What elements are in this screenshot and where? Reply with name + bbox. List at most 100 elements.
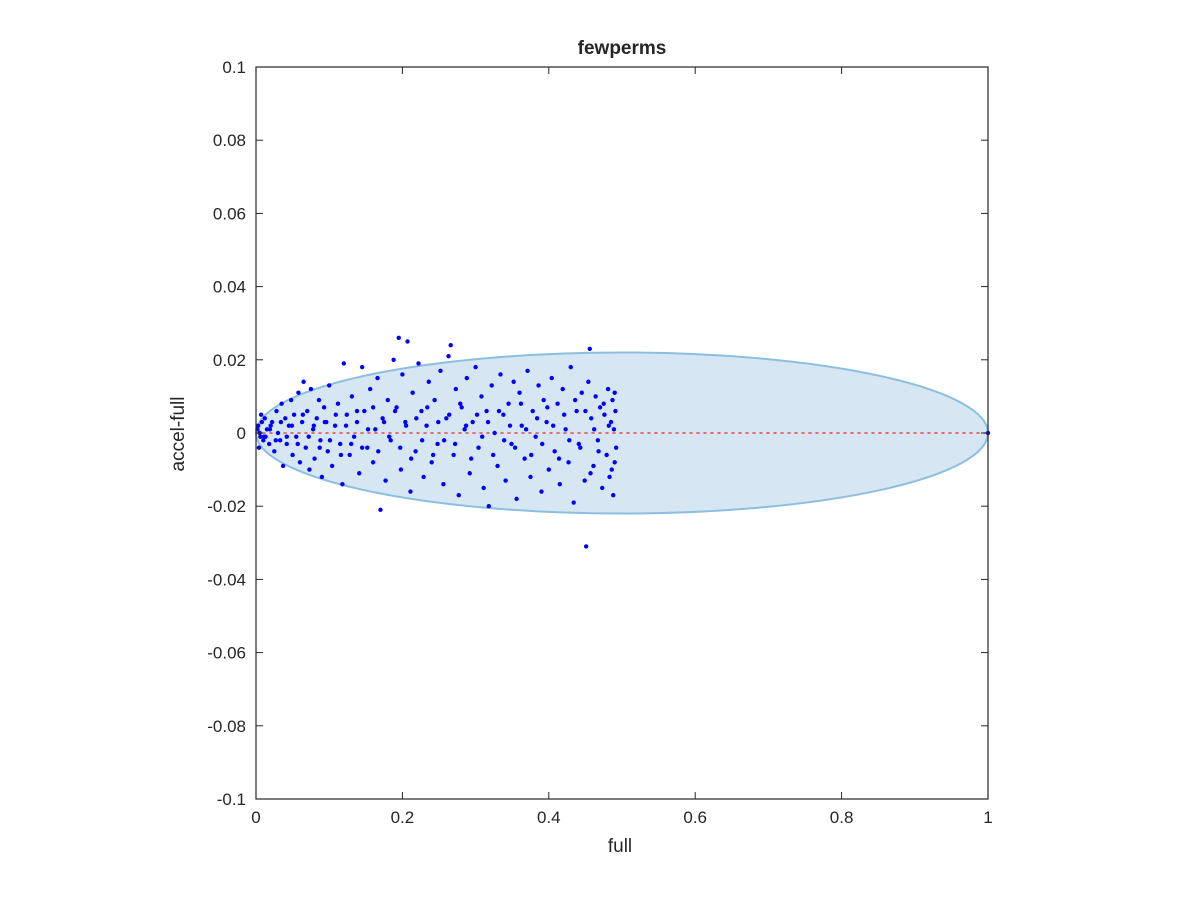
data-point [266,441,272,447]
data-point [451,452,456,458]
data-point [597,405,603,410]
data-point [536,383,541,388]
data-point [485,419,491,425]
data-point [383,478,388,483]
y-tick-label: 0.06 [213,204,246,223]
data-point [284,441,289,447]
data-point [274,408,279,414]
data-point [490,452,496,458]
data-point [314,416,319,421]
data-point [414,416,419,421]
data-point [453,386,459,392]
data-point [297,460,303,465]
data-point [398,445,403,450]
data-point [296,390,301,395]
y-tick-label: 0.04 [213,278,246,297]
data-point [568,364,573,370]
data-point [579,390,584,395]
data-point [501,412,506,417]
data-point [341,361,347,366]
data-point [388,438,393,443]
data-point [609,467,614,472]
data-point [367,386,373,392]
data-point [530,408,535,414]
data-point [588,471,593,476]
data-point [607,474,612,480]
data-point [464,375,470,381]
data-point [507,423,513,428]
data-point [416,361,421,366]
data-point [329,463,335,469]
data-point [419,408,424,414]
data-point [295,441,300,447]
data-point [306,434,311,439]
data-point [540,441,545,447]
data-point [601,401,606,406]
data-point [467,471,472,476]
data-point [561,412,567,417]
chart-title: fewperms [578,38,667,59]
data-point [596,449,601,454]
data-point [398,467,404,472]
data-point [578,445,583,450]
data-point [359,364,365,370]
data-point [333,412,338,417]
data-point [435,441,440,447]
x-tick-label: 0.2 [391,808,415,827]
data-point [262,416,267,421]
data-point [301,379,306,384]
data-point [436,419,441,425]
data-point [312,456,317,461]
data-point [486,504,491,509]
data-point [522,456,527,461]
data-point [514,496,519,502]
data-point [378,507,383,513]
data-point [432,397,437,403]
data-point [332,423,338,428]
data-point [396,335,401,341]
y-tick-label: 0.1 [222,58,246,77]
data-point [408,489,413,494]
data-point [294,434,299,439]
data-point [586,379,591,384]
data-point [511,379,516,384]
y-tick-label: -0.06 [207,644,246,663]
data-point [429,460,434,465]
data-point [481,485,486,491]
data-point [413,449,418,454]
data-point [496,408,502,414]
data-point [347,452,352,458]
data-point [424,423,429,428]
data-point [509,441,514,447]
data-point [381,419,387,425]
data-point [307,467,312,472]
data-point [365,427,371,432]
data-point [563,427,568,432]
data-point [305,408,310,414]
data-point [319,474,325,480]
data-point [612,390,617,395]
data-point [340,482,345,487]
data-point [321,405,327,410]
data-point [484,408,489,414]
data-point [474,412,480,417]
data-point [446,353,451,359]
data-point [403,419,408,425]
data-point [533,434,538,439]
data-point [498,372,503,377]
data-point [501,438,507,443]
data-point [337,441,343,447]
data-point [380,416,385,421]
data-point [365,445,370,450]
data-point [591,463,596,469]
data-point [541,397,546,403]
data-point [556,456,562,461]
data-point [612,460,617,465]
data-point [303,445,308,450]
data-point [289,423,295,428]
y-tick-label: 0.08 [213,131,246,150]
y-tick-label: 0 [237,424,246,443]
data-point [255,423,261,428]
data-point [288,397,294,403]
